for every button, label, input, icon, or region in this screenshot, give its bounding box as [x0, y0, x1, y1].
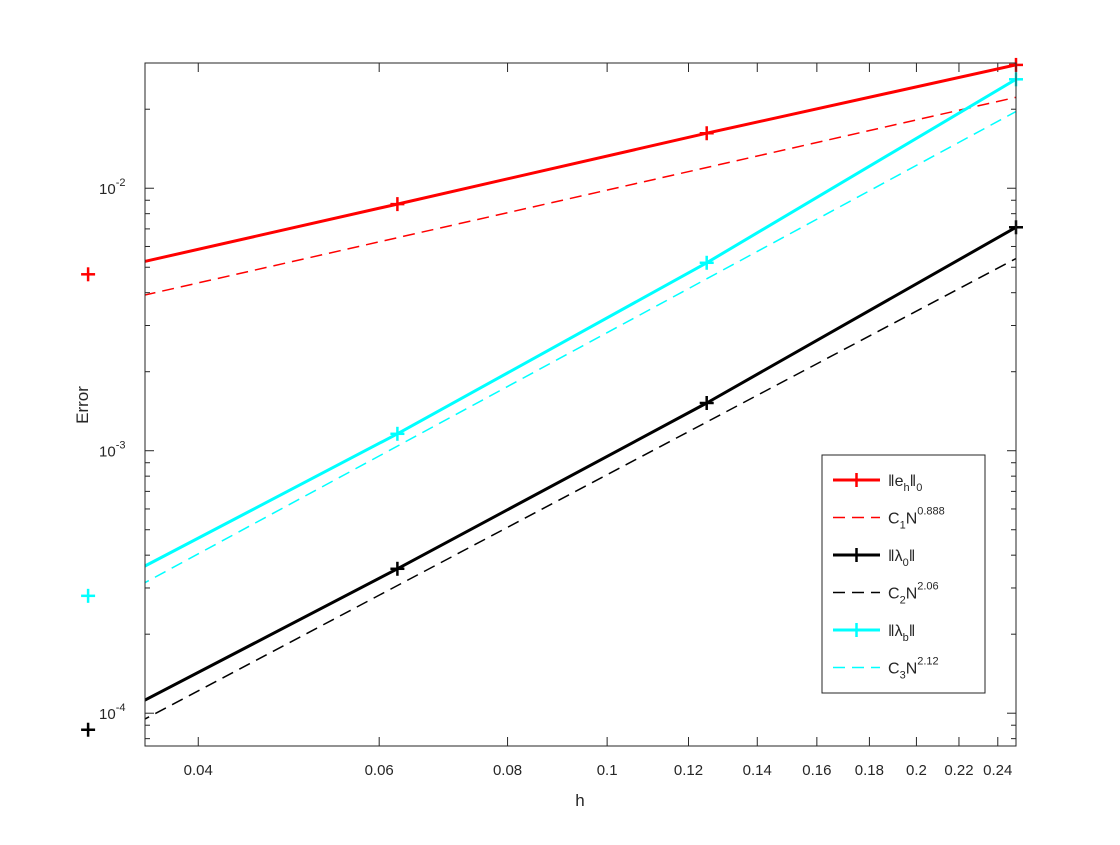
series-5-point: [699, 255, 714, 270]
series-line-6: [145, 110, 1016, 584]
legend-label: ‖eh‖0: [888, 473, 922, 494]
legend-label: C2N2.06: [888, 581, 939, 607]
legend-entry-4: C2N2.06: [833, 581, 939, 607]
series-line-1: [145, 63, 1016, 263]
x-tick-label: 0.18: [855, 762, 884, 779]
x-tick-labels: 0.04 0.06 0.08 0.1 0.12 0.14 0.16 0.18 0.2 0.22 0.…: [184, 762, 1013, 779]
series-5-point: [390, 426, 405, 441]
series-line-3: [145, 225, 1016, 702]
series-line-2: [145, 96, 1016, 296]
legend-entry-1: ‖eh‖0: [833, 473, 922, 494]
legend-entry-5: ‖λb‖: [833, 623, 915, 644]
y-tick-label: 10-4: [99, 702, 125, 723]
x-tick-label: 0.22: [944, 762, 973, 779]
legend-box: [821, 454, 986, 694]
series-1-point: [699, 126, 714, 141]
plot-frame: [144, 62, 1017, 747]
legend-label: C3N2.12: [888, 656, 939, 682]
series-3-point: [390, 561, 405, 576]
series-1-point: [390, 197, 405, 212]
minor-ticks: [145, 62, 1016, 740]
x-tick-label: 0.1: [597, 762, 618, 779]
series-line-5: [145, 78, 1016, 568]
y-axis-label: Error: [73, 386, 92, 424]
x-tick-label: 0.08: [493, 762, 522, 779]
series-1-point: [81, 267, 96, 282]
x-tick-label: 0.2: [906, 762, 927, 779]
x-tick-label: 0.06: [365, 762, 394, 779]
series-3-point: [81, 722, 96, 737]
x-tick-label: 0.04: [184, 762, 213, 779]
y-tick-label: 10-3: [99, 440, 125, 461]
series-3-point: [699, 395, 714, 410]
legend-entry-3: ‖λ0‖: [833, 548, 915, 569]
x-tick-label: 0.24: [983, 762, 1012, 779]
x-tick-label: 0.14: [743, 762, 772, 779]
series-5-point: [81, 588, 96, 603]
x-tick-label: 0.16: [802, 762, 831, 779]
legend-entry-2: C1N0.888: [833, 506, 945, 532]
major-ticks: [145, 63, 1016, 746]
y-tick-labels: 10-4 10-3 10-2: [99, 177, 125, 723]
x-axis-label: h: [575, 791, 584, 810]
series-layer: [145, 63, 1016, 720]
y-tick-label: 10-2: [99, 177, 125, 198]
legend-label: ‖λ0‖: [888, 548, 915, 569]
series-line-4: [145, 257, 1016, 720]
legend: ‖eh‖0 C1N0.888 ‖λ0‖ C2N2.06 ‖λb‖ C3N2.12: [821, 454, 986, 694]
legend-label: ‖λb‖: [888, 623, 915, 644]
legend-entry-6: C3N2.12: [833, 656, 939, 682]
x-tick-label: 0.12: [674, 762, 703, 779]
legend-label: C1N0.888: [888, 506, 945, 532]
